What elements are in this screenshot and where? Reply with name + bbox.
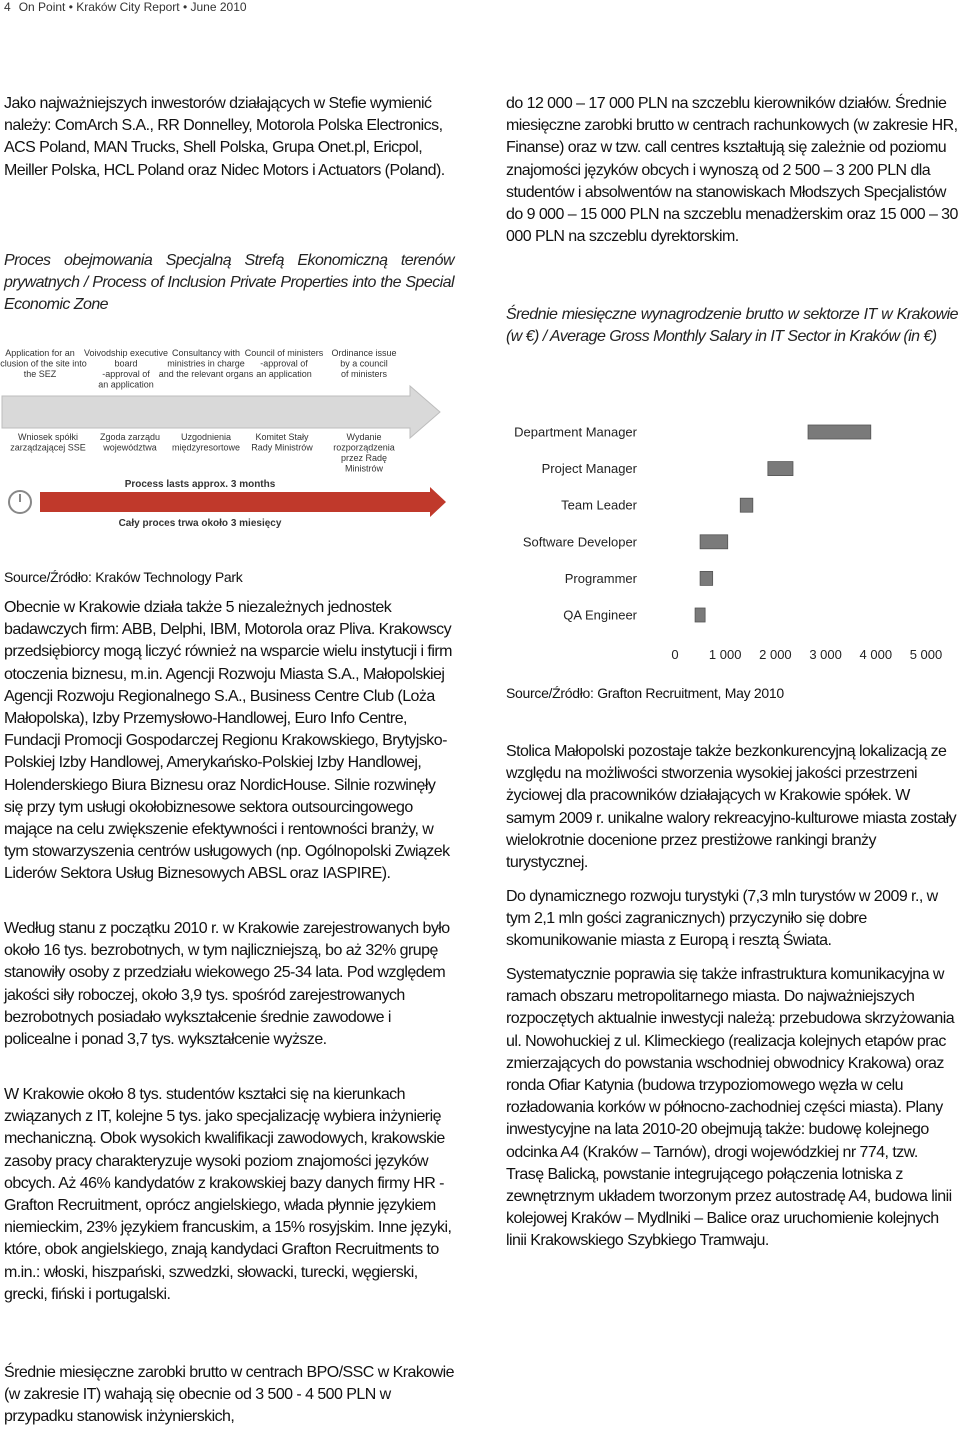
category-label: Team Leader xyxy=(561,498,638,513)
x-tick-label: 3 000 xyxy=(809,647,842,662)
paragraph: W Krakowie około 8 tys. studentów kształ… xyxy=(4,1086,452,1303)
paragraph: Według stanu z początku 2010 r. w Krakow… xyxy=(4,920,450,1049)
step-label-en: Voivodship executive xyxy=(84,348,168,358)
category-label: QA Engineer xyxy=(563,608,637,623)
paragraph: Średnie miesięczne zarobki brutto w cent… xyxy=(4,1364,455,1426)
step-label-pl: Komitet Stały xyxy=(255,432,309,442)
step-label-en: of ministers xyxy=(341,369,388,379)
step-label-en: by a council xyxy=(340,359,388,369)
source: Source/Źródło: Kraków Technology Park xyxy=(4,569,243,585)
step-label-en: Council of ministers xyxy=(245,348,324,358)
paragraph: Systematycznie poprawia się także infras… xyxy=(506,966,955,1250)
bar xyxy=(739,497,754,513)
step-label-en: inclusion of the site into xyxy=(0,359,87,369)
page-number: 4 xyxy=(4,0,11,14)
step-label-pl: Uzgodnienia xyxy=(181,432,231,442)
paragraph: Obecnie w Krakowie działa także 5 niezal… xyxy=(4,599,452,883)
step-label-en: board xyxy=(114,359,137,369)
step-label-en: and the relevant organs xyxy=(159,369,254,379)
caption: Proces obejmowania Specjalną Strefą Ekon… xyxy=(4,252,455,314)
bar xyxy=(694,607,706,623)
step-label-pl: zarządzającej SSE xyxy=(10,443,86,453)
step-label-en: Consultancy with xyxy=(172,348,240,358)
bar xyxy=(699,570,714,586)
duration-arrow xyxy=(40,487,446,517)
paragraph: Jako najważniejszych inwestorów działają… xyxy=(4,95,445,179)
header: 4 On Point • Kraków City Report • June 20… xyxy=(4,0,255,14)
paragraph: do 12 000 – 17 000 PLN na szczeblu kiero… xyxy=(506,95,958,246)
x-tick-label: 1 000 xyxy=(709,647,742,662)
step-label-en: an application xyxy=(98,380,154,390)
category-label: Software Developer xyxy=(523,534,638,549)
step-label-pl: Ministrów xyxy=(345,464,384,474)
bar xyxy=(807,424,872,440)
paragraph: Do dynamicznego rozwoju turystyki (7,3 m… xyxy=(506,888,938,950)
x-tick-label: 4 000 xyxy=(860,647,893,662)
step-label-en: Ordinance issue xyxy=(331,348,396,358)
category-label: Department Manager xyxy=(514,425,638,440)
step-label-pl: województwa xyxy=(102,443,157,453)
step-label-pl: Rady Ministrów xyxy=(251,443,313,453)
step-label-en: an application xyxy=(256,369,312,379)
step-label-en: ministries in charge xyxy=(167,359,245,369)
step-label-pl: przez Radę xyxy=(341,453,387,463)
process-arrow xyxy=(1,384,441,440)
step-label-pl: Wniosek spółki xyxy=(18,432,78,442)
x-tick-label: 5 000 xyxy=(910,647,943,662)
x-tick-label: 0 xyxy=(671,647,678,662)
category-label: Programmer xyxy=(565,571,638,586)
bar xyxy=(699,534,729,550)
step-label-en: -approval of xyxy=(260,359,308,369)
source: Source/Źródło: Grafton Recruitment, May … xyxy=(506,685,784,701)
paragraph: Stolica Małopolski pozostaje także bezko… xyxy=(506,743,957,872)
header-title: On Point • Kraków City Report • June 201… xyxy=(18,0,247,14)
step-label-pl: międzyresortowe xyxy=(172,443,240,453)
duration-en: Process lasts approx. 3 months xyxy=(125,479,276,490)
step-label-en: the SEZ xyxy=(24,369,57,379)
step-label-pl: rozporządzenia xyxy=(333,443,395,453)
x-tick-label: 2 000 xyxy=(759,647,792,662)
step-label-pl: Wydanie xyxy=(347,432,382,442)
step-label-pl: Zgoda zarządu xyxy=(100,432,160,442)
category-label: Project Manager xyxy=(542,461,638,476)
step-label-en: -approval of xyxy=(102,369,150,379)
step-label-en: Application for an xyxy=(5,348,75,358)
duration-pl: Cały proces trwa około 3 miesięcy xyxy=(119,518,282,529)
bar xyxy=(767,461,794,476)
salary-chart: 0 1 000 2 000 3 000 4 000 5 000 Department Man… xyxy=(514,424,943,663)
caption: Średnie miesięczne wynagrodzenie brutto … xyxy=(506,306,959,346)
